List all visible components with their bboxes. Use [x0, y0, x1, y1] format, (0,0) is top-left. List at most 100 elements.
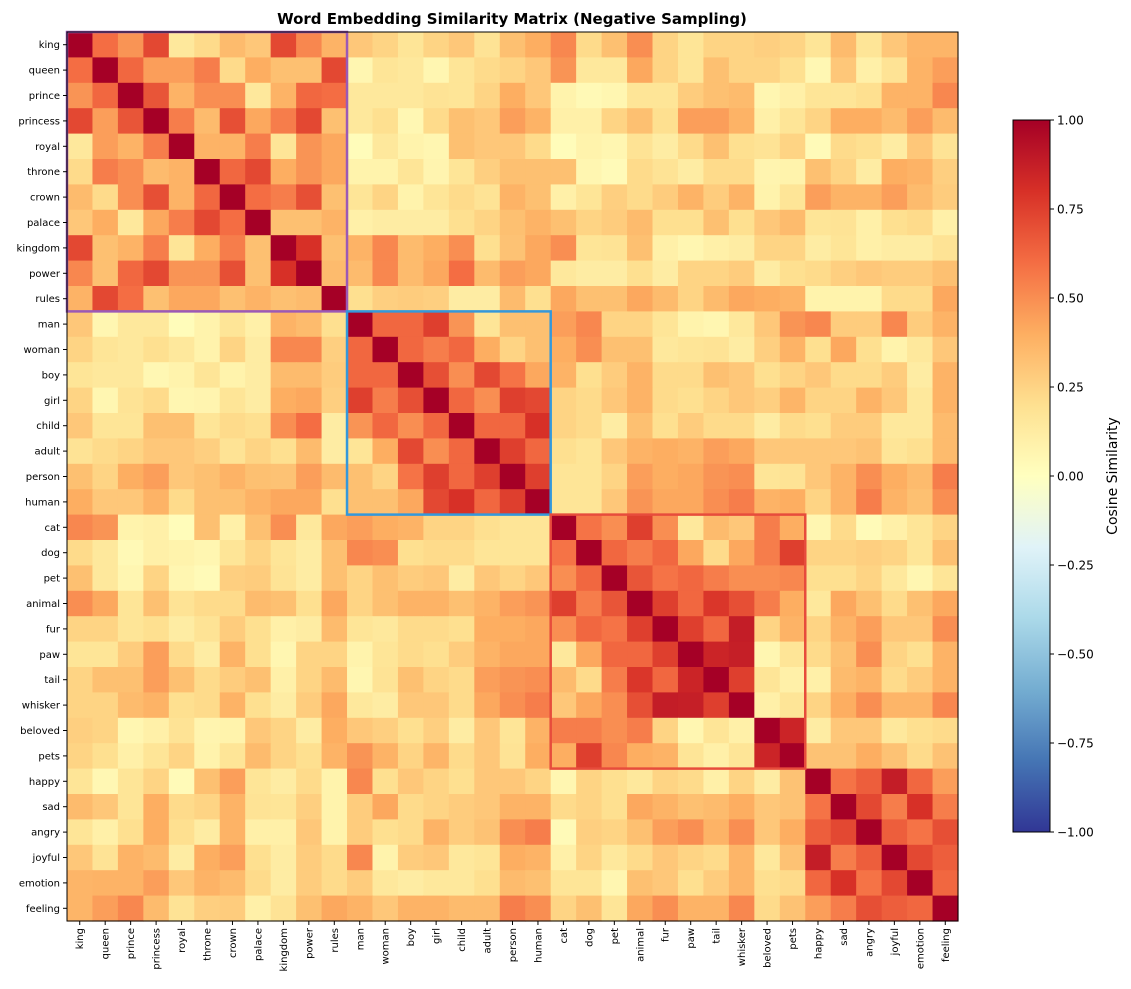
heatmap-cell-queen-crown [219, 57, 246, 84]
heatmap-cell-adult-emotion [907, 438, 934, 465]
heatmap-cell-woman-crown [219, 336, 246, 363]
heatmap-cell-throne-emotion [907, 159, 934, 185]
heatmap-cell-pets-palace [245, 743, 272, 770]
heatmap-cell-queen-pet [601, 57, 628, 84]
heatmap-cell-whisker-man [347, 692, 374, 719]
heatmap-cell-fur-kingdom [270, 616, 297, 643]
heatmap-cell-happy-fur [652, 768, 679, 795]
heatmap-cell-prince-woman [372, 82, 399, 109]
heatmap-cell-royal-paw [677, 133, 705, 160]
heatmap-cell-joyful-rules [321, 844, 348, 871]
heatmap-cell-human-woman [372, 489, 399, 516]
heatmap-cell-person-boy [397, 463, 424, 490]
heatmap-cell-tail-royal [168, 667, 195, 693]
heatmap-cell-sad-cat [550, 794, 577, 820]
heatmap-cell-kingdom-happy [805, 235, 832, 262]
heatmap-cell-king-child [448, 32, 475, 58]
heatmap-cell-emotion-man [347, 870, 374, 897]
heatmap-cell-sad-kingdom [270, 794, 297, 820]
heatmap-cell-beloved-prince [117, 717, 144, 744]
heatmap-cell-whisker-boy [397, 692, 424, 719]
heatmap-cell-whisker-emotion [907, 692, 934, 719]
heatmap-cell-girl-paw [677, 387, 705, 414]
heatmap-cell-sad-throne [194, 794, 221, 820]
y-label-king: king [39, 40, 60, 51]
heatmap-cell-person-beloved [754, 463, 781, 490]
heatmap-cell-adult-dog [576, 438, 603, 465]
heatmap-cell-king-dog [576, 32, 603, 58]
heatmap-cell-throne-joyful [881, 159, 908, 185]
heatmap-cell-kingdom-kingdom [270, 235, 297, 262]
heatmap-cell-man-queen [92, 311, 119, 338]
heatmap-cell-woman-queen [92, 336, 119, 363]
heatmap-cell-beloved-human [525, 717, 552, 744]
heatmap-cell-sad-adult [474, 794, 501, 820]
heatmap-cell-palace-man [347, 209, 374, 236]
heatmap-cell-princess-adult [474, 108, 501, 135]
heatmap-cell-pet-pet [601, 565, 628, 592]
heatmap-cell-angry-beloved [754, 819, 781, 846]
heatmap-cell-princess-paw [677, 108, 705, 135]
heatmap-cell-angry-power [296, 819, 323, 846]
heatmap-cell-dog-sad [830, 540, 857, 566]
heatmap-cell-man-king [67, 311, 94, 338]
heatmap-cell-queen-girl [423, 57, 450, 84]
heatmap-cell-pets-power [296, 743, 323, 770]
heatmap-cell-human-beloved [754, 489, 781, 516]
heatmap-cell-palace-human [525, 209, 552, 236]
heatmap-cell-power-person [499, 260, 526, 287]
heatmap-cell-royal-woman [372, 133, 399, 160]
y-label-feeling: feeling [26, 904, 60, 915]
heatmap-cell-power-princess [143, 260, 170, 287]
heatmap-cell-man-beloved [754, 311, 781, 338]
heatmap-cell-tail-rules [321, 667, 348, 693]
heatmap-cell-princess-pet [601, 108, 628, 135]
heatmap-cell-fur-emotion [907, 616, 934, 643]
heatmap-cell-prince-adult [474, 82, 501, 109]
heatmap-cell-rules-pets [779, 286, 806, 312]
heatmap-cell-adult-person [499, 438, 526, 465]
heatmap-cell-rules-kingdom [270, 286, 297, 312]
heatmap-cell-princess-cat [550, 108, 577, 135]
heatmap-cell-happy-dog [576, 768, 603, 795]
heatmap-cell-throne-dog [576, 159, 603, 185]
heatmap-cell-palace-beloved [754, 209, 781, 236]
heatmap-cell-queen-pets [779, 57, 806, 84]
x-label-fur: fur [661, 927, 672, 942]
heatmap-cell-person-girl [423, 463, 450, 490]
heatmap-cell-woman-angry [856, 336, 883, 363]
heatmap-cell-pets-princess [143, 743, 170, 770]
heatmap-cell-woman-dog [576, 336, 603, 363]
heatmap-cell-pet-joyful [881, 565, 908, 592]
heatmap-cell-kingdom-angry [856, 235, 883, 262]
heatmap-cell-angry-throne [194, 819, 221, 846]
heatmap-cell-rules-rules [321, 286, 348, 312]
heatmap-cell-woman-woman [372, 336, 399, 363]
heatmap-cell-throne-happy [805, 159, 832, 185]
heatmap-cell-rules-angry [856, 286, 883, 312]
heatmap-cell-child-woman [372, 413, 399, 439]
heatmap-cell-tail-woman [372, 667, 399, 693]
heatmap-cell-human-happy [805, 489, 832, 516]
heatmap-cell-fur-prince [117, 616, 144, 643]
heatmap-cell-child-person [499, 413, 526, 439]
heatmap-cell-power-beloved [754, 260, 781, 287]
heatmap-cell-queen-animal [627, 57, 654, 84]
heatmap-cell-pet-palace [245, 565, 272, 592]
heatmap-cell-man-palace [245, 311, 272, 338]
heatmap-cell-angry-rules [321, 819, 348, 846]
heatmap-cell-royal-human [525, 133, 552, 160]
heatmap-cell-pet-sad [830, 565, 857, 592]
heatmap-cell-pet-power [296, 565, 323, 592]
heatmap-cell-princess-pets [779, 108, 806, 135]
heatmap-cell-boy-princess [143, 362, 170, 389]
heatmap-cell-animal-cat [550, 590, 577, 617]
heatmap-cell-adult-tail [703, 438, 730, 465]
x-label-girl: girl [432, 928, 443, 944]
heatmap-cell-happy-pets [779, 768, 806, 795]
heatmap-cell-fur-dog [576, 616, 603, 643]
heatmap-cell-adult-animal [627, 438, 654, 465]
heatmap-cell-boy-palace [245, 362, 272, 389]
heatmap-cell-joyful-person [499, 844, 526, 871]
heatmap-cell-royal-prince [117, 133, 144, 160]
